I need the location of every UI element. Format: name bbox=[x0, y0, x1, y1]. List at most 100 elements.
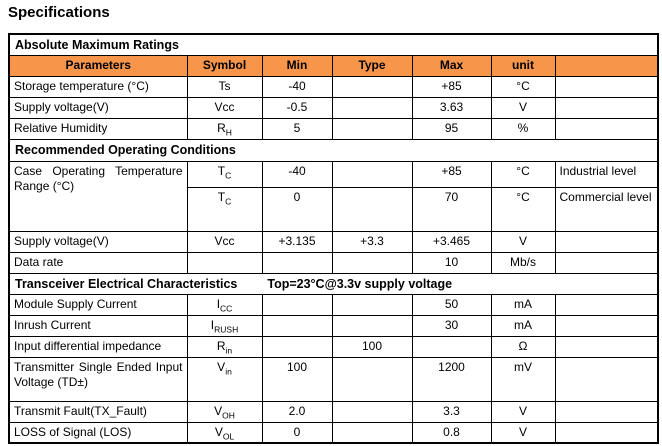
section-subtitle: Top=23°C@3.3v supply voltage bbox=[267, 276, 453, 291]
min-cell: 5 bbox=[261, 118, 333, 141]
note-cell bbox=[554, 421, 659, 444]
type-cell bbox=[331, 97, 413, 120]
col-header-min: Min bbox=[261, 55, 333, 78]
table-row: Case Operating Temperature Range (°C) TC… bbox=[8, 160, 659, 232]
param-cell: Transmit Fault(TX_Fault) bbox=[8, 400, 188, 423]
section-title: Absolute Maximum Ratings bbox=[8, 33, 659, 57]
note-cell bbox=[554, 293, 659, 316]
param-cell: Supply voltage(V) bbox=[8, 97, 188, 120]
param-cell: Case Operating Temperature Range (°C) bbox=[8, 160, 188, 232]
note-cell bbox=[554, 356, 659, 402]
table-row: TC 0 70 °C Commercial level bbox=[9, 186, 659, 232]
unit-cell: mA bbox=[490, 314, 556, 337]
param-cell: Input differential impedance bbox=[8, 335, 188, 358]
note-cell bbox=[554, 335, 659, 358]
table-row: Module Supply Current ICC 50 mA bbox=[8, 293, 659, 316]
section-row-recommended-operating-conditions: Recommended Operating Conditions bbox=[8, 139, 659, 162]
type-cell bbox=[331, 118, 413, 141]
symbol-cell: Vcc bbox=[186, 97, 263, 120]
symbol-cell: VOH bbox=[186, 400, 263, 423]
min-cell: 2.0 bbox=[261, 400, 333, 423]
symbol-cell: Vin bbox=[186, 356, 263, 402]
type-cell bbox=[331, 160, 413, 188]
unit-cell: °C bbox=[490, 186, 556, 232]
symbol-cell: ICC bbox=[186, 293, 263, 316]
note-cell bbox=[554, 400, 659, 423]
unit-cell: °C bbox=[490, 76, 556, 99]
param-cell: Inrush Current bbox=[8, 314, 188, 337]
max-cell: 3.63 bbox=[411, 97, 492, 120]
symbol-cell: Ts bbox=[186, 76, 263, 99]
note-cell bbox=[554, 97, 659, 120]
unit-cell: Mb/s bbox=[490, 251, 556, 274]
max-cell: 1200 bbox=[411, 356, 492, 402]
col-header-parameters: Parameters bbox=[8, 55, 188, 78]
section-row-absolute-maximum-ratings: Absolute Maximum Ratings bbox=[8, 33, 659, 57]
unit-cell: V bbox=[490, 400, 556, 423]
section-row-transceiver-electrical-characteristics: Transceiver Electrical Characteristics To… bbox=[8, 272, 659, 295]
column-header-row: Parameters Symbol Min Type Max unit bbox=[8, 55, 659, 78]
table-row: Relative Humidity RH 5 95 % bbox=[8, 118, 659, 141]
unit-cell: V bbox=[490, 230, 556, 253]
unit-cell: V bbox=[490, 421, 556, 444]
max-cell: +3.465 bbox=[411, 230, 492, 253]
symbol-cell: Vcc bbox=[186, 230, 263, 253]
min-cell bbox=[261, 335, 333, 358]
min-cell: -0.5 bbox=[261, 97, 333, 120]
unit-cell: mA bbox=[490, 293, 556, 316]
max-cell: 10 bbox=[411, 251, 492, 274]
max-cell: +85 bbox=[411, 76, 492, 99]
section-title: Recommended Operating Conditions bbox=[8, 139, 659, 162]
unit-cell: % bbox=[490, 118, 556, 141]
max-cell: 50 bbox=[411, 293, 492, 316]
specifications-table: Absolute Maximum Ratings Parameters Symb… bbox=[8, 33, 660, 445]
type-cell bbox=[331, 356, 413, 402]
symbol-cell: TC bbox=[186, 186, 263, 232]
unit-cell: Ω bbox=[490, 335, 556, 358]
type-cell bbox=[331, 186, 413, 232]
type-cell bbox=[331, 293, 413, 316]
symbol-cell: VOL bbox=[186, 421, 263, 444]
section-title: Transceiver Electrical Characteristics bbox=[15, 276, 238, 291]
symbol-cell: TC bbox=[186, 160, 263, 188]
max-cell: 30 bbox=[411, 314, 492, 337]
table-row: Inrush Current IRUSH 30 mA bbox=[8, 314, 659, 337]
type-cell bbox=[331, 251, 413, 274]
type-cell bbox=[331, 314, 413, 337]
col-header-max: Max bbox=[411, 55, 492, 78]
param-cell: LOSS of Signal (LOS) bbox=[8, 421, 188, 444]
max-cell: 70 bbox=[411, 186, 492, 232]
unit-cell: °C bbox=[490, 160, 556, 188]
max-cell: 3.3 bbox=[411, 400, 492, 423]
symbol-cell: RH bbox=[186, 118, 263, 141]
min-cell bbox=[261, 293, 333, 316]
min-cell: 0 bbox=[261, 421, 333, 444]
note-cell bbox=[554, 251, 659, 274]
type-cell bbox=[331, 421, 413, 444]
col-header-symbol: Symbol bbox=[186, 55, 263, 78]
max-cell bbox=[411, 335, 492, 358]
type-cell: +3.3 bbox=[331, 230, 413, 253]
col-header-unit: unit bbox=[490, 55, 556, 78]
note-cell bbox=[554, 118, 659, 141]
note-cell: Industrial level bbox=[554, 160, 659, 188]
type-cell bbox=[331, 76, 413, 99]
max-cell: 0.8 bbox=[411, 421, 492, 444]
param-cell: Relative Humidity bbox=[8, 118, 188, 141]
param-cell: Transmitter Single Ended Input Voltage (… bbox=[8, 356, 188, 402]
symbol-cell: Rin bbox=[186, 335, 263, 358]
col-header-type: Type bbox=[331, 55, 413, 78]
note-cell bbox=[554, 230, 659, 253]
max-cell: 95 bbox=[411, 118, 492, 141]
min-cell bbox=[261, 314, 333, 337]
param-cell: Supply voltage(V) bbox=[8, 230, 188, 253]
param-cell: Data rate bbox=[8, 251, 188, 274]
max-cell: +85 bbox=[411, 160, 492, 188]
min-cell: +3.135 bbox=[261, 230, 333, 253]
table-row: Input differential impedance Rin 100 Ω bbox=[8, 335, 659, 358]
symbol-cell bbox=[186, 251, 263, 274]
note-cell bbox=[554, 76, 659, 99]
table-row: Transmitter Single Ended Input Voltage (… bbox=[8, 356, 659, 402]
min-cell: 0 bbox=[261, 186, 333, 232]
table-row: Supply voltage(V) Vcc +3.135 +3.3 +3.465… bbox=[8, 230, 659, 253]
